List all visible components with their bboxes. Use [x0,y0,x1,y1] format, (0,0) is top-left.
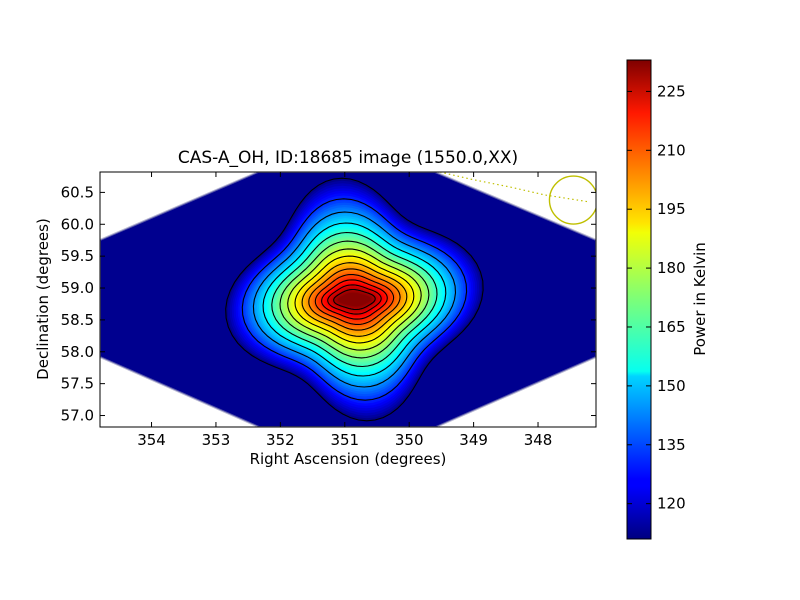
colorbar-gradient [626,59,652,540]
chart-title: CAS-A_OH, ID:18685 image (1550.0,XX) [178,148,518,168]
y-axis-label: Declination (degrees) [34,218,52,380]
contour-line [287,248,422,351]
contour-line [314,274,395,325]
colorbar-tick-label: 210 [657,141,686,159]
y-tick-label: 60.0 [61,215,94,233]
colorbar-tick-label: 120 [657,495,686,513]
contour-line [321,279,388,320]
x-tick-label: 350 [395,431,424,449]
x-axis-ticks: 354 353 352 351 350 349 348 [137,172,552,449]
x-tick-label: 349 [459,431,488,449]
x-axis-label: Right Ascension (degrees) [250,450,447,468]
beam-marker [548,175,596,225]
contour-line [252,211,457,388]
x-tick-label: 352 [266,431,295,449]
x-tick-label: 353 [202,431,231,449]
colorbar-tick-label: 135 [657,436,686,454]
y-tick-label: 60.5 [61,183,94,201]
colorbar-tick-label: 165 [657,318,686,336]
colorbar-tick-label: 180 [657,259,686,277]
x-tick-label: 351 [330,431,359,449]
y-axis-ticks: 57.0 57.5 58.0 58.5 59.0 59.5 60.0 60.5 [61,183,596,425]
x-tick-label: 348 [524,431,553,449]
contour-line [333,288,376,311]
contour-line [301,262,408,337]
y-tick-label: 59.5 [61,247,94,265]
contour-line [279,240,430,359]
heatmap-image [100,172,596,427]
colorbar: 120 135 150 165 180 195 210 225 Power in Kelvin [626,59,709,540]
y-tick-label: 57.5 [61,375,94,393]
contour-line [225,177,484,422]
y-tick-label: 57.0 [61,407,94,425]
colorbar-ticks: 120 135 150 165 180 195 210 225 [627,82,686,513]
contour-line [241,198,468,401]
contour-line [294,255,415,344]
y-tick-label: 59.0 [61,279,94,297]
heatmap-layers [225,178,484,421]
colorbar-tick-label: 150 [657,377,686,395]
contour-line [262,222,447,377]
plot-area: 354 353 352 351 350 349 348 57.0 57.5 58.0 58.5 59… [61,171,597,449]
marker-trail [439,172,591,203]
contour-line [308,268,401,331]
contour-lines [225,177,484,422]
heat-layer [338,292,371,307]
colorbar-tick-label: 195 [657,200,686,218]
contour-line [327,284,382,315]
colorbar-tick-label: 225 [657,82,686,100]
contour-line [271,231,438,368]
colorbar-label: Power in Kelvin [691,242,709,356]
y-tick-label: 58.5 [61,311,94,329]
plot-frame [99,171,597,428]
x-tick-label: 354 [137,431,166,449]
y-tick-label: 58.0 [61,343,94,361]
map-edge [100,172,596,427]
